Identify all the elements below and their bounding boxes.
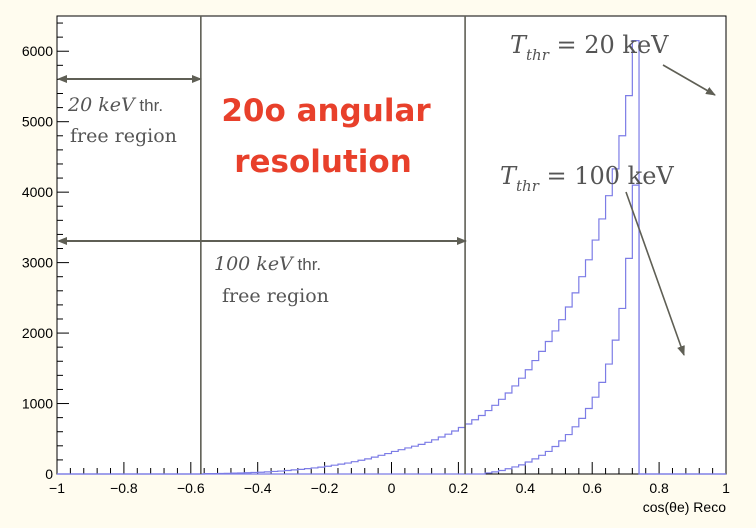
region-20kev-label-line2: free region [70,125,177,147]
region-100kev-label-line1: 100 keV thr. [214,253,321,275]
x-tick-label: 0.2 [449,480,469,496]
x-tick-label: −0.4 [244,480,272,496]
x-tick-label: −0.6 [177,480,205,496]
pointer-arrow-20kev [662,64,716,96]
x-tick-label: 0.6 [582,480,602,496]
region-100kev-label-line2: free region [222,285,329,307]
x-tick-label: 0.4 [516,480,536,496]
y-tick-labels: 0 1000 2000 3000 4000 5000 6000 [22,43,53,482]
y-tick-label: 4000 [22,184,53,200]
x-axis-label: cos(θe) Reco [643,499,726,515]
arrow-20kev-region-start-head [57,75,67,83]
series-group [57,40,726,475]
plot-frame [56,15,727,475]
axis-ticks [56,22,727,475]
x-tick-label: 0.8 [649,480,669,496]
x-tick-label: −0.8 [110,480,138,496]
series-20kev-line [57,40,726,475]
arrow-100kev-region-start-head [57,237,67,245]
pointer-arrow-100kev [625,191,685,356]
y-tick-label: 0 [45,466,53,482]
x-tick-label: 0 [388,480,396,496]
y-tick-label: 5000 [22,114,53,130]
angular-resolution-title-line2: resolution [234,144,412,180]
series-100kev-line [57,184,726,475]
y-tick-label: 3000 [22,255,53,271]
x-tick-label: −0.2 [311,480,339,496]
region-20kev-label-line1: 20 keV thr. [67,94,163,116]
angular-resolution-title-line1: 20o angular [221,93,431,129]
x-tick-label: 1 [722,480,730,496]
region-boundary-lines [200,16,466,474]
tthr-20kev-label: Tthr = 20 keV [510,31,669,64]
tthr-100kev-label: Tthr = 100 keV [500,162,674,195]
y-tick-label: 2000 [22,325,53,341]
y-tick-label: 6000 [22,43,53,59]
x-tick-label: −1 [49,480,65,496]
x-tick-labels: −1 −0.8 −0.6 −0.4 −0.2 0 0.2 0.4 0.6 0.8 1 [49,480,730,496]
y-tick-label: 1000 [22,396,53,412]
